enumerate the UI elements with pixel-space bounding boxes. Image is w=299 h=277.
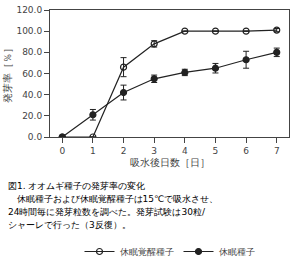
svg-text:6: 6 bbox=[243, 146, 249, 156]
svg-text:24時間毎に発芽粒数を調べた。発芽試験は30粒/: 24時間毎に発芽粒数を調べた。発芽試験は30粒/ bbox=[8, 207, 206, 217]
svg-text:4: 4 bbox=[182, 146, 188, 156]
svg-text:100.0: 100.0 bbox=[16, 26, 42, 36]
svg-text:0: 0 bbox=[59, 146, 65, 156]
svg-text:80.0: 80.0 bbox=[22, 47, 42, 57]
svg-text:2: 2 bbox=[121, 146, 127, 156]
svg-text:発芽率［％］: 発芽率［％］ bbox=[2, 44, 13, 104]
svg-text:シャーレで行った（3反復）。: シャーレで行った（3反復）。 bbox=[8, 220, 131, 230]
svg-text:60.0: 60.0 bbox=[22, 69, 42, 79]
svg-text:20.0: 20.0 bbox=[22, 111, 42, 121]
svg-text:0.0: 0.0 bbox=[28, 132, 43, 142]
svg-text:5: 5 bbox=[213, 146, 219, 156]
svg-text:120.0: 120.0 bbox=[16, 5, 42, 15]
svg-text:3: 3 bbox=[151, 146, 157, 156]
svg-text:7: 7 bbox=[274, 146, 280, 156]
svg-text:休眠種子: 休眠種子 bbox=[219, 247, 255, 257]
svg-text:休眠種子および休眠覚醒種子は15℃で吸水させ、: 休眠種子および休眠覚醒種子は15℃で吸水させ、 bbox=[8, 194, 218, 204]
svg-text:図1. オオムギ種子の発芽率の変化: 図1. オオムギ種子の発芽率の変化 bbox=[8, 181, 145, 191]
svg-text:40.0: 40.0 bbox=[22, 90, 42, 100]
svg-text:1: 1 bbox=[90, 146, 96, 156]
svg-text:吸水後日数［日］: 吸水後日数［日］ bbox=[130, 157, 210, 168]
svg-text:休眠覚醒種子: 休眠覚醒種子 bbox=[120, 247, 174, 257]
